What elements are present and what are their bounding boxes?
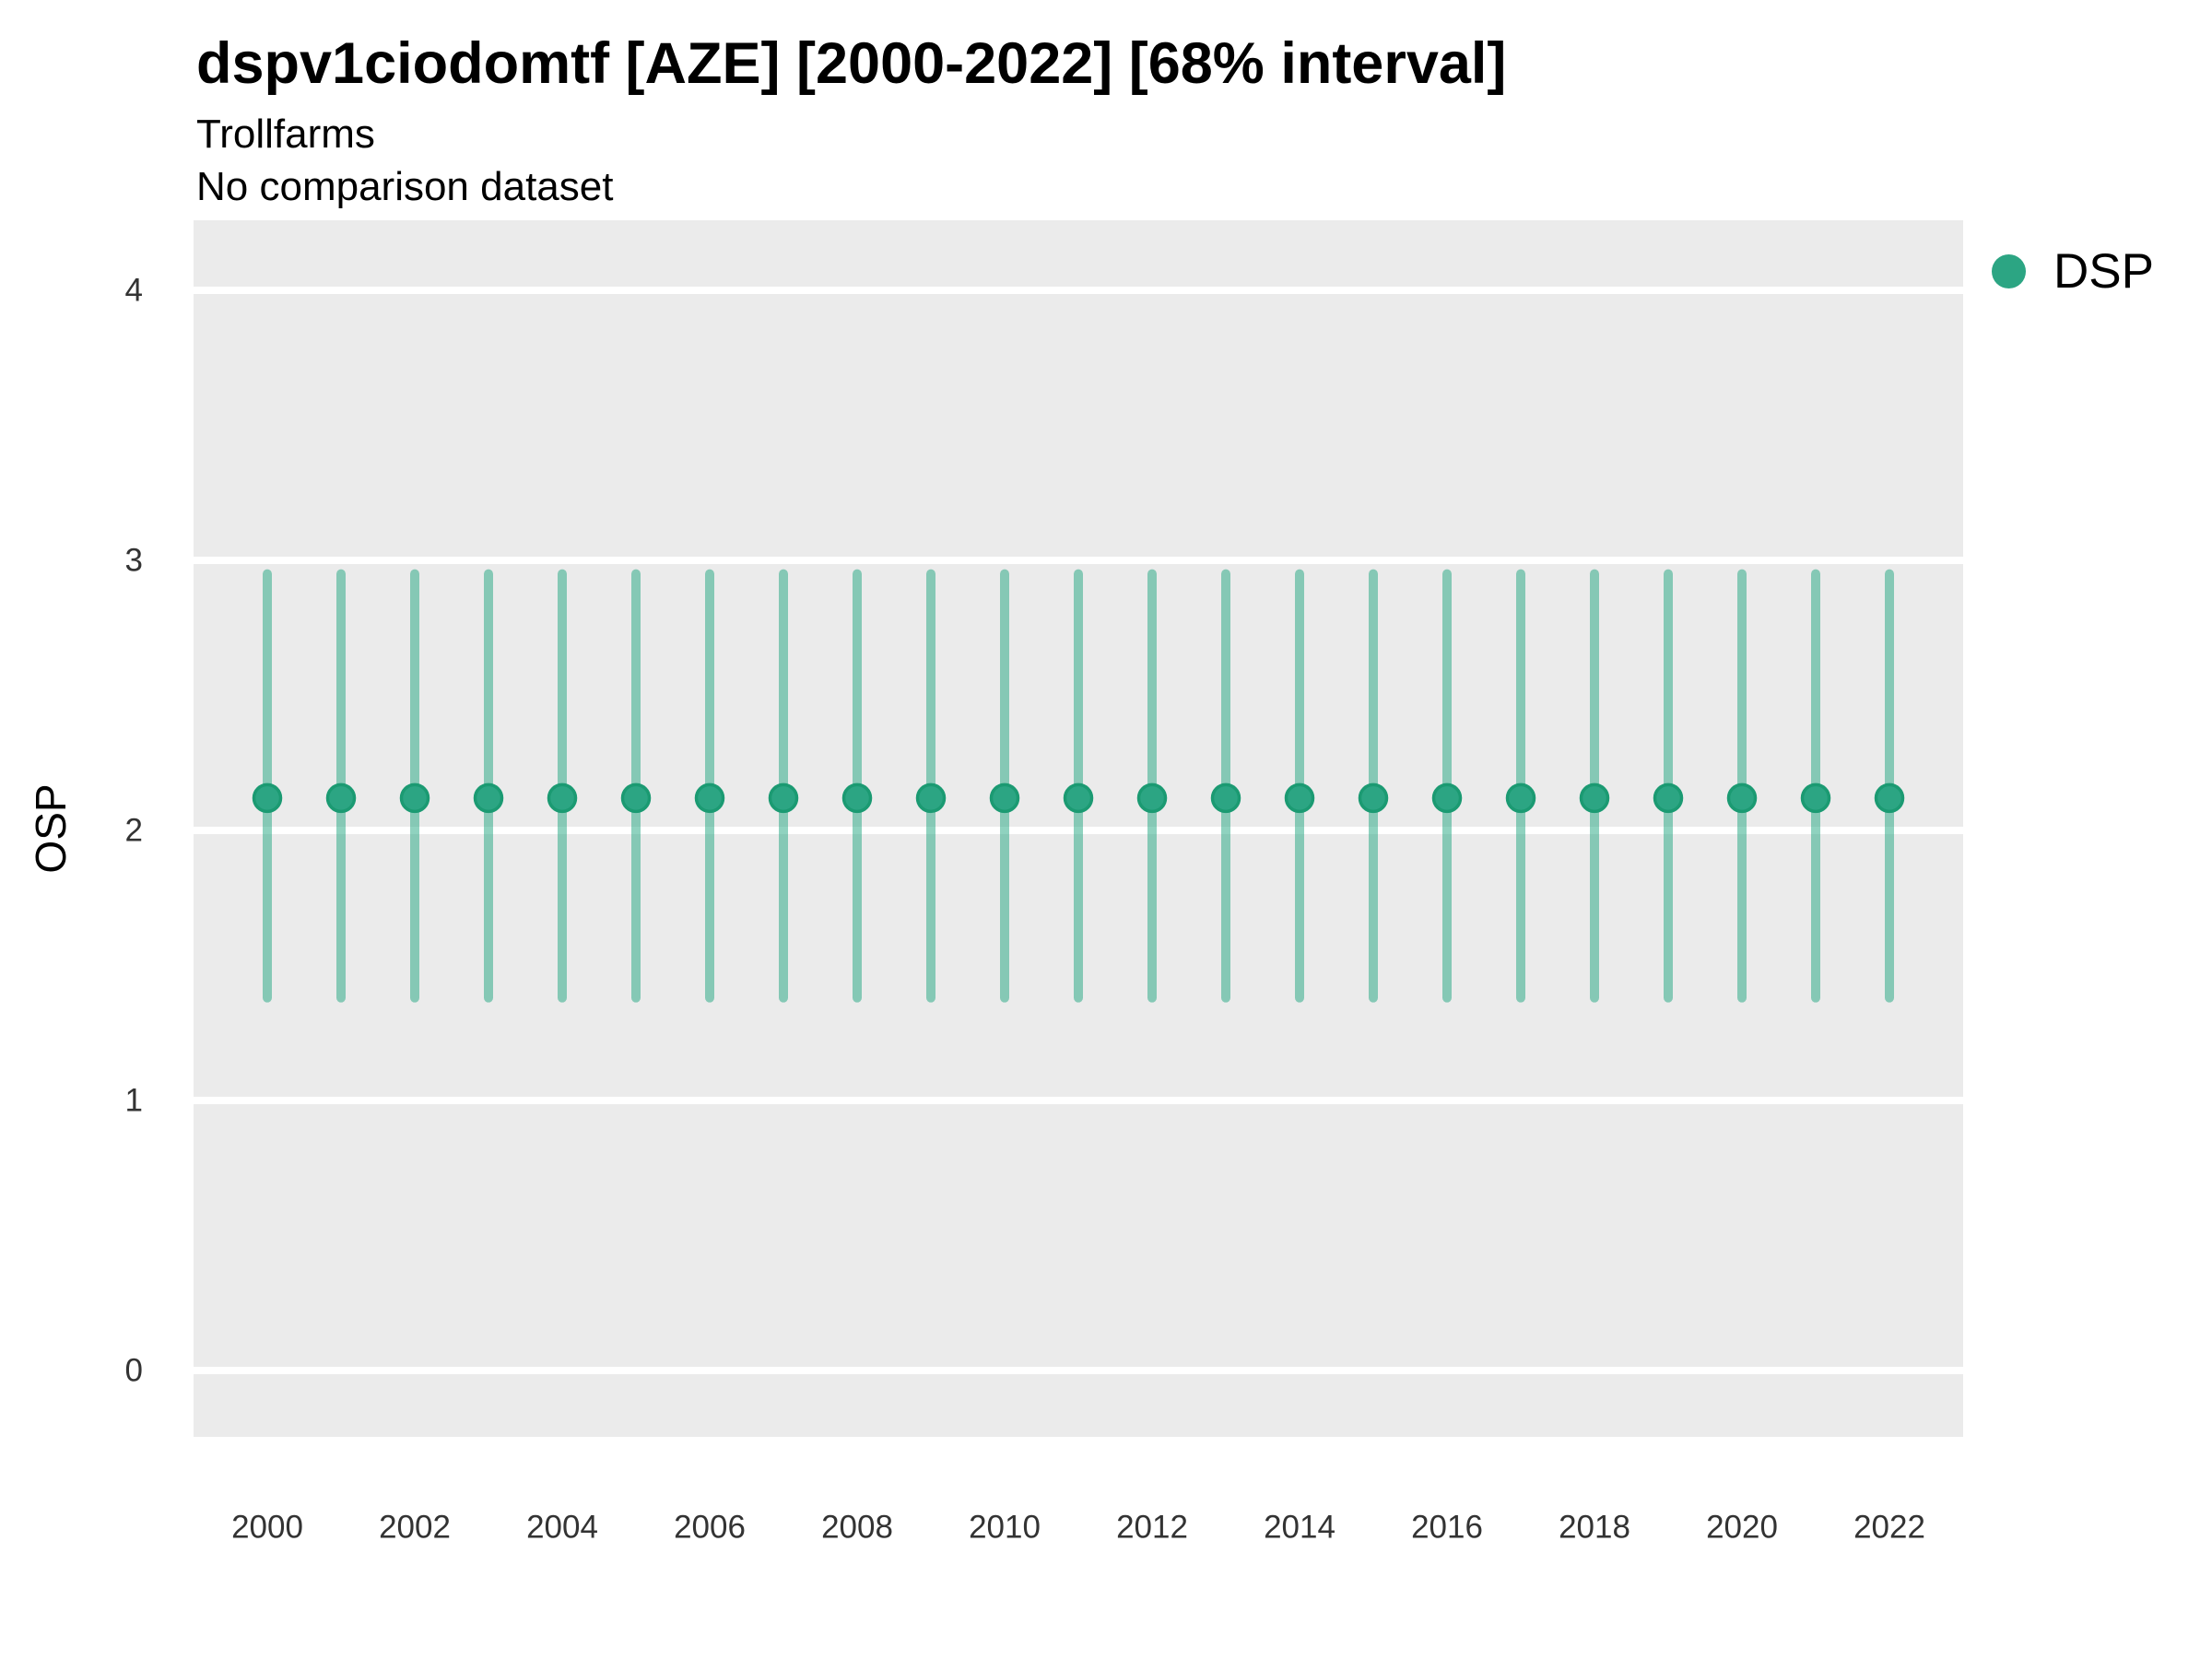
data-point-dsp-2003	[473, 782, 504, 814]
data-point-dsp-2004	[547, 782, 578, 814]
x-tick-label-2022: 2022	[1853, 1510, 1925, 1546]
chart-title: dspv1ciodomtf [AZE] [2000-2022] [68% int…	[196, 31, 1507, 96]
data-point-dsp-2007	[768, 782, 799, 814]
data-point-dsp-2012	[1136, 782, 1168, 814]
data-point-dsp-2020	[1726, 782, 1758, 814]
data-point-dsp-2011	[1063, 782, 1094, 814]
data-point-dsp-2005	[620, 782, 652, 814]
x-tick-label-2016: 2016	[1411, 1510, 1483, 1546]
x-tick-label-2014: 2014	[1264, 1510, 1335, 1546]
x-tick-label-2020: 2020	[1706, 1510, 1778, 1546]
x-tick-label-2004: 2004	[526, 1510, 598, 1546]
data-point-dsp-2021	[1800, 782, 1831, 814]
data-point-dsp-2001	[325, 782, 357, 814]
data-point-dsp-2000	[252, 782, 283, 814]
data-point-dsp-2009	[915, 782, 947, 814]
chart-subtitle: Trollfarms	[196, 112, 375, 157]
y-tick-label-4: 4	[125, 273, 143, 309]
legend-marker-circle-icon	[1992, 254, 2026, 288]
data-point-dsp-2017	[1505, 782, 1536, 814]
x-tick-label-2000: 2000	[231, 1510, 303, 1546]
data-point-dsp-2018	[1579, 782, 1610, 814]
data-point-dsp-2002	[399, 782, 430, 814]
data-point-dsp-2016	[1431, 782, 1463, 814]
x-tick-label-2002: 2002	[379, 1510, 451, 1546]
y-tick-label-0: 0	[125, 1353, 143, 1389]
legend-label-dsp: DSP	[2053, 244, 2154, 299]
data-point-dsp-2006	[694, 782, 725, 814]
data-point-dsp-2008	[841, 782, 873, 814]
x-tick-label-2018: 2018	[1559, 1510, 1630, 1546]
y-tick-label-3: 3	[125, 543, 143, 579]
data-point-dsp-2013	[1210, 782, 1241, 814]
y-tick-label-2: 2	[125, 813, 143, 849]
comparison-note: No comparison dataset	[196, 164, 614, 209]
x-tick-label-2008: 2008	[821, 1510, 893, 1546]
data-point-dsp-2014	[1284, 782, 1315, 814]
x-tick-label-2012: 2012	[1116, 1510, 1188, 1546]
legend: DSP	[1992, 247, 2154, 296]
data-point-dsp-2022	[1874, 782, 1905, 814]
x-tick-label-2010: 2010	[969, 1510, 1041, 1546]
data-point-dsp-2015	[1358, 782, 1389, 814]
data-point-dsp-2010	[989, 782, 1020, 814]
x-tick-label-2006: 2006	[674, 1510, 746, 1546]
data-point-dsp-2019	[1653, 782, 1684, 814]
y-tick-label-1: 1	[125, 1083, 143, 1119]
